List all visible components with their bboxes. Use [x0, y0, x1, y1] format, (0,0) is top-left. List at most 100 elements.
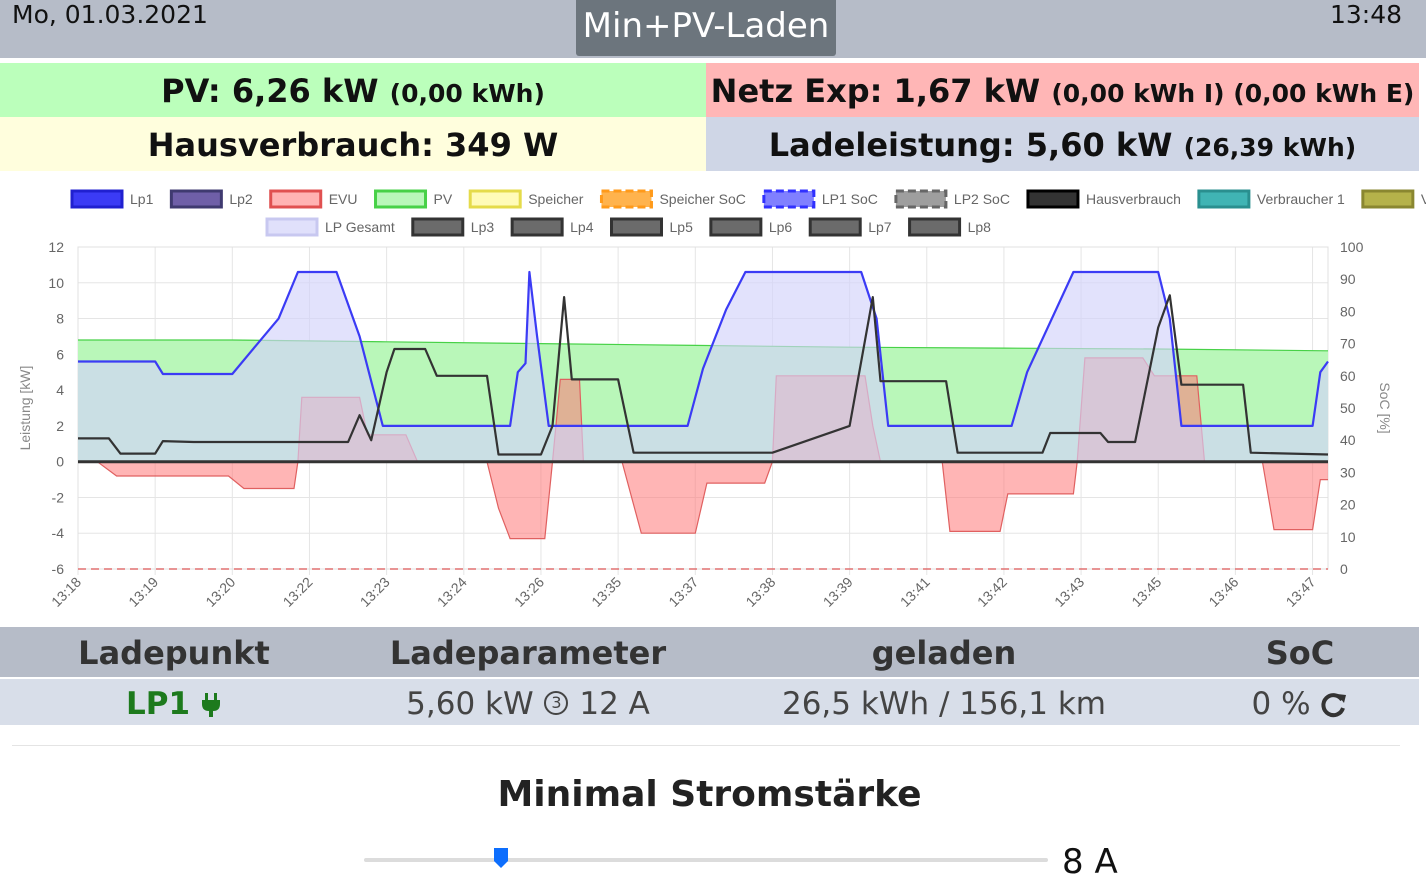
house-tile: Hausverbrauch: 349 W — [0, 117, 706, 171]
y2-tick-label: 50 — [1340, 400, 1356, 416]
x-tick-label: 13:42 — [974, 574, 1010, 610]
y2-tick-label: 80 — [1340, 303, 1356, 319]
min-current-slider-track[interactable] — [364, 858, 1048, 862]
y-axis-title: Leistung [kW] — [17, 366, 33, 451]
legend-swatch — [374, 189, 428, 209]
y-tick-label: 4 — [56, 382, 64, 398]
y-tick-label: 6 — [56, 346, 64, 362]
charge-param-power: 5,60 kW — [406, 686, 534, 722]
y-tick-label: -2 — [52, 489, 65, 505]
y-tick-label: 12 — [48, 239, 64, 255]
y2-tick-label: 40 — [1340, 432, 1356, 448]
y2-tick-label: 100 — [1340, 239, 1364, 255]
legend-swatch — [1026, 189, 1080, 209]
legend-label: Lp1 — [130, 191, 154, 207]
refresh-icon[interactable] — [1320, 691, 1348, 719]
x-tick-label: 13:47 — [1283, 574, 1319, 610]
chart-legend: Lp1 Lp2 EVU PV Speicher Speicher SoC LP1 SoC LP… — [70, 189, 1426, 237]
y-tick-label: 0 — [56, 454, 64, 470]
y2-axis-title: SoC [%] — [1377, 382, 1393, 433]
legend-label: Speicher SoC — [659, 191, 745, 207]
chargepoint-name: LP1 — [126, 686, 191, 722]
x-tick-label: 13:43 — [1051, 574, 1087, 610]
legend-swatch — [599, 189, 653, 209]
separator — [12, 745, 1400, 746]
grid-tile: Netz Exp: 1,67 kW (0,00 kWh I) (0,00 kWh… — [706, 63, 1419, 117]
y2-tick-label: 10 — [1340, 529, 1356, 545]
min-current-value: 8 A — [1062, 842, 1118, 882]
x-tick-label: 13:45 — [1128, 574, 1164, 610]
grid-power: Netz Exp: 1,67 kW — [710, 72, 1041, 110]
charge-param-current: 12 A — [579, 686, 650, 722]
y-tick-label: 2 — [56, 418, 64, 434]
legend-label: PV — [434, 191, 453, 207]
chargepoint-name-cell[interactable]: LP1 — [60, 679, 288, 729]
chargepoint-row[interactable]: LP1 5,60 kW 3 12 A 26,5 kWh / 156,1 km 0… — [0, 679, 1419, 725]
legend-label: EVU — [329, 191, 358, 207]
legend-swatch — [169, 189, 223, 209]
time-label: 13:48 — [1329, 0, 1402, 29]
x-tick-label: 13:19 — [125, 574, 161, 610]
chargepoint-table-header: Ladepunkt Ladeparameter geladen SoC — [0, 627, 1419, 677]
x-tick-label: 13:18 — [48, 574, 84, 610]
legend-swatch — [1197, 189, 1251, 209]
y2-tick-label: 20 — [1340, 497, 1356, 513]
legend-label: LP2 SoC — [954, 191, 1010, 207]
chart-series — [78, 270, 1329, 570]
pv-energy: (0,00 kWh) — [389, 79, 545, 108]
min-current-title: Minimal Stromstärke — [497, 774, 922, 815]
y2-tick-label: 90 — [1340, 271, 1356, 287]
min-current-slider-thumb[interactable] — [493, 848, 508, 868]
legend-label: Hausverbrauch — [1086, 191, 1181, 207]
soc-value: 0 % — [1251, 686, 1311, 722]
pv-tile: PV: 6,26 kW (0,00 kWh) — [0, 63, 706, 117]
legend-swatch — [411, 217, 465, 237]
phase-count-icon: 3 — [543, 690, 569, 716]
y-tick-label: -4 — [52, 525, 65, 541]
legend-label: Verbraucher 2 — [1421, 191, 1426, 207]
legend-swatch — [894, 189, 948, 209]
x-tick-label: 13:20 — [202, 574, 238, 610]
y2-tick-label: 60 — [1340, 368, 1356, 384]
col-ladepunkt: Ladepunkt — [78, 634, 270, 672]
legend-swatch — [610, 217, 663, 237]
col-ladeparameter: Ladeparameter — [389, 634, 667, 672]
legend-swatch — [762, 189, 816, 209]
charge-parameters: 5,60 kW 3 12 A — [378, 679, 678, 729]
x-tick-label: 13:37 — [665, 574, 701, 610]
series-line-hausverbrauch — [78, 294, 1329, 456]
grid-energy: (0,00 kWh I) (0,00 kWh E) — [1051, 79, 1415, 108]
charge-mode-button[interactable]: Min+PV-Laden — [576, 0, 836, 56]
house-power: Hausverbrauch: 349 W — [147, 126, 559, 164]
x-tick-label: 13:41 — [897, 574, 933, 610]
y2-tick-label: 70 — [1340, 336, 1356, 352]
y2-tick-label: 0 — [1340, 561, 1348, 577]
charge-power: Ladeleistung: 5,60 kW — [768, 126, 1173, 164]
x-tick-label: 13:23 — [357, 574, 393, 610]
legend-swatch — [269, 189, 323, 209]
col-soc: SoC — [1265, 634, 1335, 672]
legend-label: Lp4 — [570, 219, 594, 235]
legend-label: LP1 SoC — [822, 191, 878, 207]
date-label: Mo, 01.03.2021 — [12, 0, 208, 29]
series-line-lp1 — [78, 270, 1329, 427]
pv-power: PV: 6,26 kW — [161, 72, 379, 110]
x-tick-label: 13:39 — [820, 574, 856, 610]
legend-swatch — [1361, 189, 1415, 209]
x-tick-label: 13:46 — [1205, 574, 1241, 610]
charge-energy: (26,39 kWh) — [1183, 133, 1357, 162]
power-chart: Lp1 Lp2 EVU PV Speicher Speicher SoC LP1 SoC LP… — [17, 189, 1426, 610]
charged-energy: 26,5 kWh / 156,1 km — [781, 686, 1107, 722]
x-tick-label: 13:22 — [280, 574, 316, 610]
legend-label: Verbraucher 1 — [1257, 191, 1345, 207]
legend-label: Lp8 — [968, 219, 992, 235]
y2-tick-label: 30 — [1340, 464, 1356, 480]
legend-swatch — [808, 217, 862, 237]
y-tick-label: 10 — [48, 275, 64, 291]
legend-swatch — [70, 189, 124, 209]
y-tick-label: -6 — [52, 561, 65, 577]
legend-swatch — [265, 217, 319, 237]
legend-label: Lp5 — [670, 219, 694, 235]
soc-cell[interactable]: 0 % — [1230, 679, 1370, 729]
legend-label: Speicher — [528, 191, 584, 207]
